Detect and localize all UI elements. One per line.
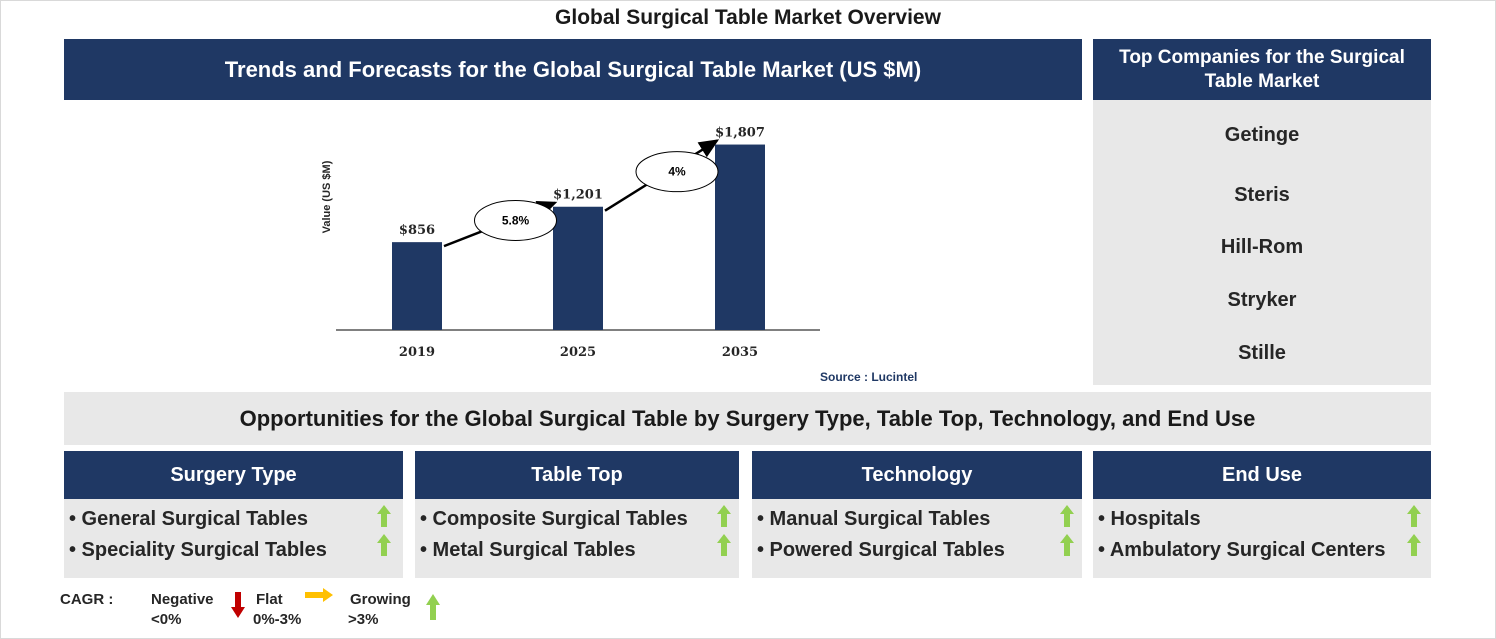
companies-panel: Getinge Steris Hill-Rom Stryker Stille	[1093, 100, 1431, 385]
y-axis-label: Value (US $M)	[321, 160, 333, 233]
growing-arrow-icon	[1060, 534, 1074, 556]
value-label-2035: $1,807	[715, 126, 765, 141]
cagr-label-2: 4%	[668, 165, 686, 179]
negative-arrow-icon	[231, 592, 245, 618]
legend-growing-label: Growing	[350, 591, 411, 608]
growing-arrow-icon	[377, 505, 391, 527]
bar-2025	[553, 206, 603, 330]
market-bar-chart: Value (US $M) 5.8% 4% $856 2019 $1,201 2025 $…	[321, 126, 820, 360]
growing-arrow-icon	[1060, 505, 1074, 527]
segment-body-end-use: • Hospitals • Ambulatory Surgical Center…	[1093, 499, 1431, 578]
segment-item: • Ambulatory Surgical Centers	[1098, 539, 1386, 561]
x-tick-2035: 2035	[722, 345, 758, 360]
segment-item: • Hospitals	[1098, 508, 1201, 530]
company-hill-rom: Hill-Rom	[1220, 236, 1304, 258]
segment-item: • Powered Surgical Tables	[757, 539, 1005, 561]
segment-body-technology: • Manual Surgical Tables • Powered Surgi…	[752, 499, 1082, 578]
company-getinge: Getinge	[1224, 124, 1300, 146]
segment-header-surgery-type: Surgery Type	[64, 451, 403, 499]
segment-item: • Composite Surgical Tables	[420, 508, 688, 530]
cagr-label-1: 5.8%	[502, 213, 530, 227]
growing-arrow-icon	[1407, 505, 1421, 527]
growing-arrow-icon	[426, 594, 440, 620]
bar-2019	[392, 242, 442, 330]
segment-header-end-use: End Use	[1093, 451, 1431, 499]
legend-flat-label: Flat	[256, 591, 283, 608]
legend-negative-range: <0%	[151, 611, 182, 628]
segment-body-surgery-type: • General Surgical Tables • Speciality S…	[64, 499, 403, 578]
segment-header-technology: Technology	[752, 451, 1082, 499]
value-label-2019: $856	[399, 223, 435, 238]
segment-item: • Speciality Surgical Tables	[69, 539, 327, 561]
opportunities-title: Opportunities for the Global Surgical Ta…	[64, 392, 1431, 445]
cagr-legend-label: CAGR :	[60, 591, 114, 608]
growing-arrow-icon	[377, 534, 391, 556]
page-title: Global Surgical Table Market Overview	[555, 6, 941, 29]
cagr-bubble-2	[635, 151, 719, 193]
company-steris: Steris	[1234, 184, 1290, 206]
segment-item: • Metal Surgical Tables	[420, 539, 636, 561]
x-tick-2025: 2025	[560, 345, 596, 360]
companies-header: Top Companies for the Surgical Table Mar…	[1093, 39, 1431, 100]
segment-item: • General Surgical Tables	[69, 508, 308, 530]
cagr-bubble-1	[474, 199, 557, 241]
growing-arrow-icon	[717, 505, 731, 527]
value-label-2025: $1,201	[553, 188, 603, 203]
source-note: Source : Lucintel	[820, 370, 918, 384]
legend-growing-range: >3%	[348, 611, 379, 628]
growing-arrow-icon	[1407, 534, 1421, 556]
trend-chart-header: Trends and Forecasts for the Global Surg…	[64, 39, 1082, 100]
bar-2035	[715, 144, 765, 330]
segment-header-table-top: Table Top	[415, 451, 739, 499]
legend-negative-label: Negative	[151, 591, 214, 608]
growing-arrow-icon	[717, 534, 731, 556]
segment-body-table-top: • Composite Surgical Tables • Metal Surg…	[415, 499, 739, 578]
x-tick-2019: 2019	[399, 345, 435, 360]
company-stryker: Stryker	[1227, 289, 1297, 311]
flat-arrow-icon	[305, 588, 333, 602]
segment-item: • Manual Surgical Tables	[757, 508, 991, 530]
legend-flat-range: 0%-3%	[253, 611, 302, 628]
company-stille: Stille	[1238, 342, 1286, 364]
